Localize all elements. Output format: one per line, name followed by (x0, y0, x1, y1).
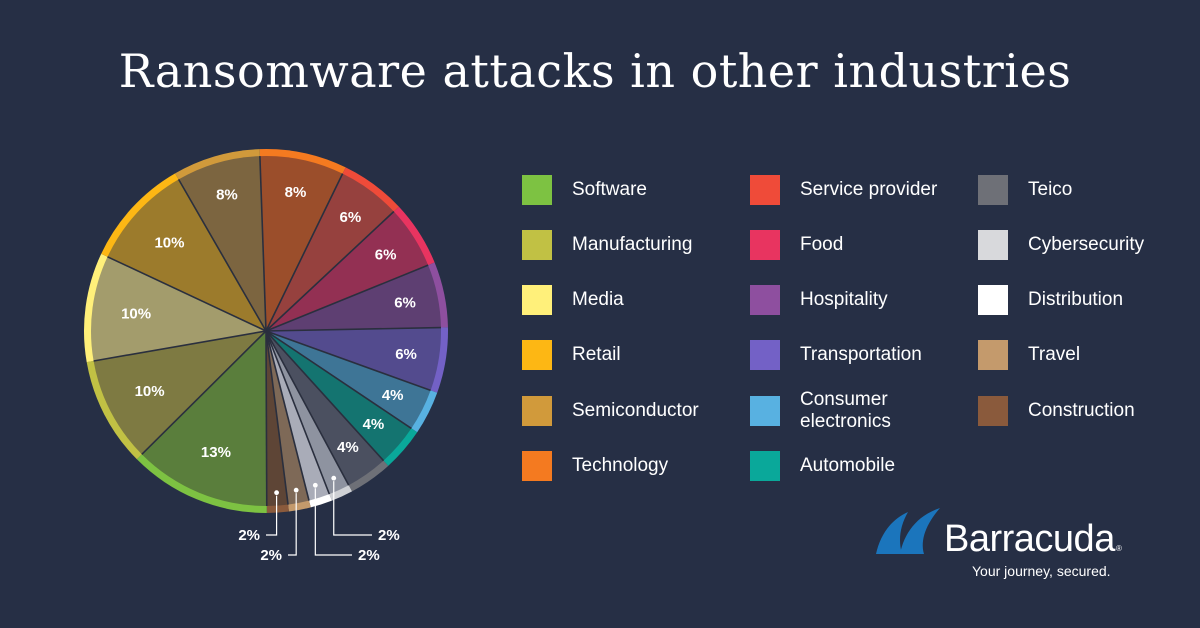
slice-software (141, 331, 267, 506)
slice-label-automobile: 4% (363, 416, 385, 433)
chart-title: Ransomware attacks in other industries (118, 44, 1072, 98)
slice-media (91, 256, 266, 361)
slice-teico (266, 331, 384, 486)
separator-teico (265, 330, 385, 462)
separator-service-provider (265, 173, 344, 332)
callout-dot-travel (293, 487, 299, 493)
slice-semiconductor (178, 156, 266, 331)
brand-logo: Barracuda ® Your journey, secured. (870, 500, 1130, 590)
separator-semiconductor (177, 178, 267, 332)
separator-consumer-electronics (265, 330, 431, 392)
separator-food (265, 210, 395, 332)
slice-label-transportation: 6% (395, 346, 417, 363)
slice-label-hospitality: 6% (394, 294, 416, 311)
slice-label-consumer-electronics: 4% (382, 387, 404, 404)
separator-media (93, 330, 267, 362)
slice-label-construction: 2% (238, 527, 260, 544)
callout-line-cybersecurity (333, 481, 372, 536)
slice-retail (107, 179, 266, 331)
separator-retail (107, 256, 267, 332)
slice-label-semiconductor: 8% (216, 187, 238, 204)
callout-dot-cybersecurity (331, 475, 337, 481)
callout-dot-construction (274, 490, 279, 496)
callout-line-travel (288, 493, 297, 556)
registered-mark: ® (1116, 544, 1122, 553)
slice-label-teico: 4% (337, 439, 359, 456)
slice-label-media: 10% (121, 306, 151, 323)
separator-travel (265, 330, 310, 501)
slice-label-manufacturing: 10% (135, 383, 165, 400)
separator-cybersecurity (265, 330, 350, 486)
slice-label-food: 6% (375, 247, 397, 264)
slice-service-provider (266, 173, 394, 331)
slice-label-technology: 8% (285, 184, 307, 201)
pie-slices (84, 149, 448, 513)
separator-manufacturing (141, 330, 267, 455)
slice-hospitality (266, 265, 441, 331)
slice-label-cybersecurity: 2% (378, 527, 400, 544)
slice-manufacturing (93, 331, 266, 455)
slice-label-software: 13% (201, 444, 231, 461)
barracuda-fin-icon (876, 508, 940, 554)
slice-separators (93, 156, 441, 507)
slice-food (266, 211, 429, 331)
separator-automobile (265, 330, 412, 430)
slice-transportation (266, 327, 441, 391)
brand-name: Barracuda (944, 518, 1115, 560)
callout-line-distribution (314, 488, 352, 556)
callout-dot-distribution (312, 482, 318, 488)
slice-cybersecurity (266, 331, 349, 495)
slice-consumer-electronics (266, 331, 431, 429)
slice-labels: 8%6%6%6%6%4%4%4%13%10%10%10%8% (121, 184, 417, 461)
brand-tagline: Your journey, secured. (972, 563, 1111, 579)
separator-software (265, 330, 268, 507)
separator-transportation (265, 326, 441, 332)
slice-label-travel: 2% (260, 547, 282, 564)
slice-automobile (266, 331, 412, 461)
separator-construction (265, 330, 289, 505)
slice-label-distribution: 2% (358, 547, 380, 564)
slice-label-service-provider: 6% (339, 209, 361, 226)
slice-technology (259, 155, 343, 331)
slice-label-retail: 10% (154, 234, 184, 251)
callout-line-construction (266, 495, 278, 536)
separator-hospitality (265, 264, 429, 332)
small-slice-callouts: 2%2%2%2% (238, 475, 400, 564)
separator-distribution (265, 330, 331, 495)
separator-technology (259, 156, 267, 332)
